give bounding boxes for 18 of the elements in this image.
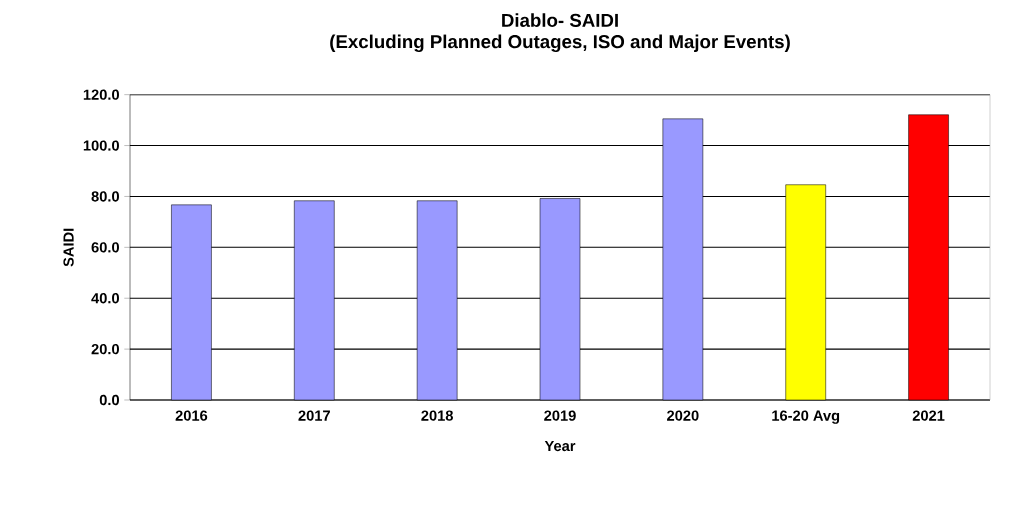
x-tick-label: 2020	[667, 410, 699, 421]
y-tick-label: 120.0	[83, 89, 119, 100]
x-tick-label: 2018	[421, 410, 453, 421]
x-tick-label: 2016	[175, 410, 208, 421]
chart-title: Diablo- SAIDI	[502, 13, 618, 27]
x-tick-label: 2017	[298, 410, 330, 421]
y-tick-label: 60.0	[91, 242, 119, 253]
x-tick-label: 2021	[912, 410, 945, 421]
x-tick-label: 16-20 Avg	[772, 410, 840, 424]
y-tick-label: 80.0	[91, 191, 119, 202]
y-tick-label: 0.0	[99, 394, 119, 406]
chart-subtitle: (Excluding Planned Outages, ISO and Major Events)	[330, 34, 790, 53]
y-tick-label: 20.0	[91, 343, 119, 355]
y-tick-label: 40.0	[91, 293, 119, 304]
x-tick-label: 2019	[544, 410, 576, 421]
y-tick-label: 100.0	[83, 140, 119, 151]
y-axis-title: SAIDI	[63, 228, 74, 267]
x-axis-title: Year	[544, 440, 576, 452]
